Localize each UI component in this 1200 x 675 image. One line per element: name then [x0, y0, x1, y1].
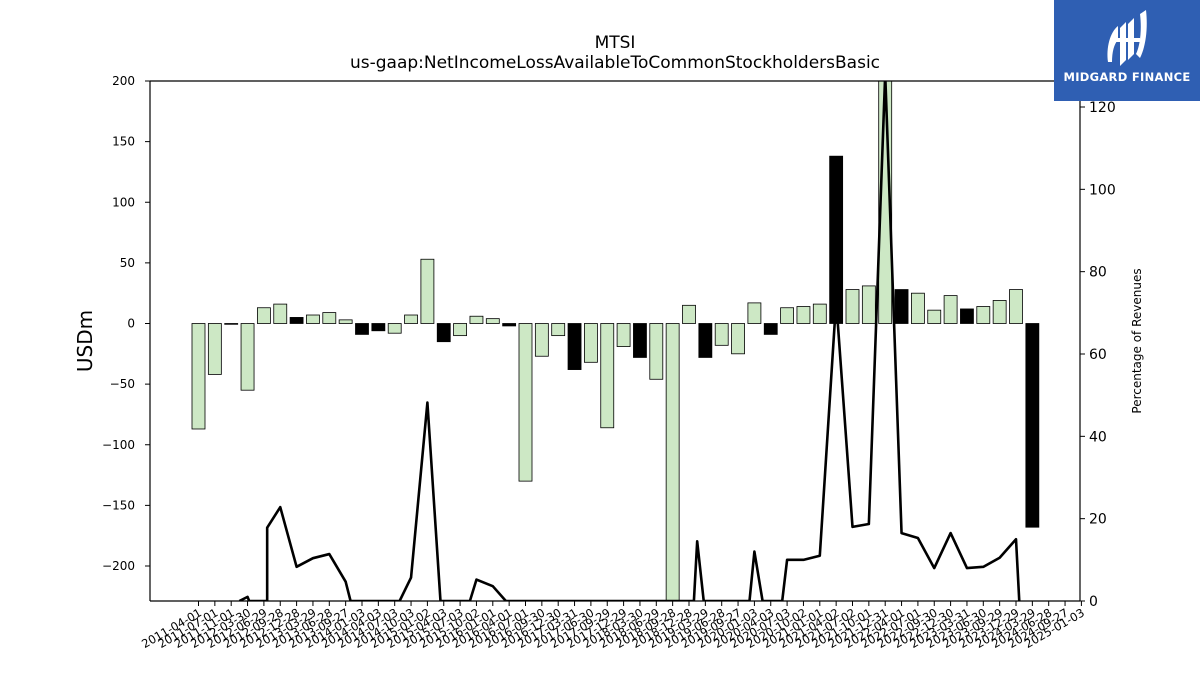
y-tick-label: 0: [127, 317, 135, 331]
bar: [469, 315, 484, 324]
bar: [616, 323, 631, 347]
bar: [289, 317, 304, 324]
percentage-line: [238, 81, 1021, 601]
bar: [502, 323, 517, 327]
y-tick-label: −200: [102, 559, 135, 573]
bar: [649, 323, 664, 380]
bar: [911, 292, 925, 324]
bar: [992, 300, 1007, 324]
bar: [518, 323, 533, 482]
bar: [731, 323, 745, 355]
midgard-logo-icon: [1107, 10, 1147, 66]
bar: [796, 306, 811, 324]
y-tick-label: −50: [110, 377, 135, 391]
bar: [224, 323, 239, 325]
bar: [256, 307, 271, 324]
bar: [551, 323, 566, 337]
axes-group: −200 −150 −100 −50 0 50 100 150 200 0 20 40 60 80 100 1…: [102, 74, 1116, 651]
y2-tick-label: 20: [1089, 512, 1107, 528]
y-tick-label: −150: [102, 498, 135, 512]
y2-tick-label: 0: [1089, 594, 1098, 610]
bar: [714, 323, 729, 346]
bar: [420, 258, 435, 324]
chart-subtitle: us-gaap:NetIncomeLossAvailableToCommonSt…: [350, 53, 880, 73]
bars-group: [191, 81, 1040, 601]
y2-tick-label: 120: [1089, 100, 1116, 116]
bar: [387, 323, 402, 334]
y-axis-label: USDm: [73, 310, 97, 372]
bar: [812, 303, 827, 324]
bar: [927, 309, 942, 324]
line-group: [238, 81, 1021, 601]
bar: [861, 285, 876, 324]
y-tick-label: 50: [120, 256, 135, 270]
bar: [665, 323, 680, 601]
bar: [453, 323, 468, 337]
bar: [567, 323, 582, 370]
bar: [845, 289, 860, 324]
bar: [485, 318, 500, 324]
y-tick-label: 150: [112, 135, 135, 149]
bar: [207, 323, 222, 375]
bar: [273, 303, 288, 324]
bar: [338, 319, 353, 324]
y-tick-label: 100: [112, 195, 135, 209]
bar: [682, 304, 696, 324]
bar: [371, 323, 386, 332]
bar: [894, 289, 909, 324]
bar: [763, 323, 778, 335]
bar: [976, 306, 991, 324]
bar: [404, 314, 418, 324]
bar: [1009, 289, 1023, 324]
bar: [436, 323, 451, 343]
brand-logo: MIDGARD FINANCE: [1054, 0, 1200, 101]
bar: [698, 323, 713, 358]
bar: [240, 323, 255, 391]
bar: [306, 314, 320, 324]
bar: [1025, 323, 1040, 528]
y-tick-label: 200: [112, 74, 135, 88]
bar: [322, 312, 337, 324]
bar: [943, 295, 958, 324]
y-tick-label: −100: [102, 438, 135, 452]
bar: [633, 323, 647, 358]
y2-axis-label: Percentage of Revenues: [1130, 268, 1144, 413]
bar: [600, 323, 615, 429]
y2-tick-label: 100: [1089, 182, 1116, 198]
bar: [584, 323, 598, 363]
bar: [829, 155, 844, 324]
bar: [960, 308, 974, 324]
bar: [747, 302, 762, 324]
y2-tick-label: 40: [1089, 429, 1107, 445]
bar: [780, 307, 794, 324]
brand-name: MIDGARD FINANCE: [1063, 70, 1191, 84]
chart-title: MTSI: [595, 33, 636, 53]
bar: [191, 323, 206, 430]
bar: [355, 323, 369, 335]
bar: [534, 323, 549, 357]
y2-tick-label: 60: [1089, 347, 1107, 363]
y2-tick-label: 80: [1089, 265, 1107, 281]
